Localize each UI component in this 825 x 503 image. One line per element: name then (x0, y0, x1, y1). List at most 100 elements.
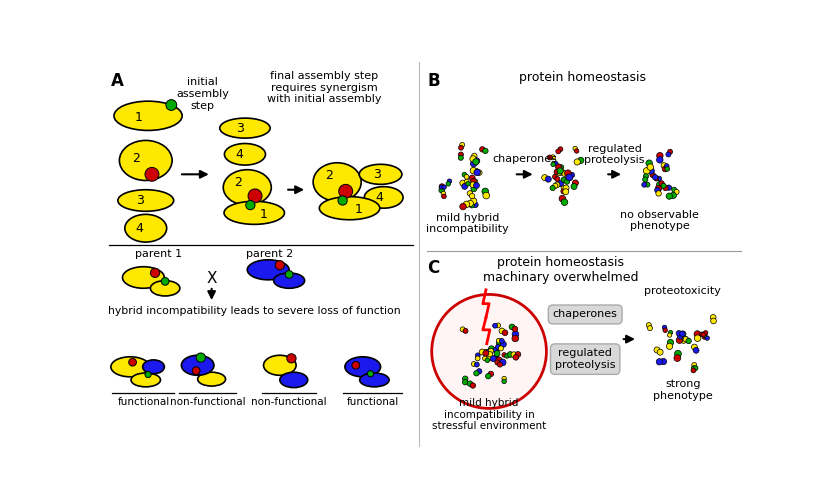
Circle shape (515, 352, 521, 357)
Circle shape (459, 152, 464, 157)
Circle shape (695, 335, 701, 342)
Circle shape (493, 323, 497, 328)
Circle shape (474, 169, 480, 176)
Circle shape (681, 337, 686, 344)
Circle shape (654, 177, 658, 181)
Text: C: C (427, 259, 440, 277)
Circle shape (691, 366, 696, 371)
Circle shape (667, 149, 672, 154)
Circle shape (488, 352, 493, 357)
Circle shape (661, 162, 667, 169)
Circle shape (166, 100, 177, 111)
Text: mild hybrid
incompatibility in
stressful environment: mild hybrid incompatibility in stressful… (432, 398, 546, 431)
Circle shape (458, 155, 464, 160)
Text: mild hybrid
incompatibility: mild hybrid incompatibility (426, 213, 509, 234)
Ellipse shape (263, 355, 296, 375)
Text: 4: 4 (376, 191, 384, 204)
Circle shape (474, 362, 479, 367)
Ellipse shape (224, 143, 266, 165)
Circle shape (502, 376, 507, 381)
Ellipse shape (319, 197, 380, 220)
Circle shape (647, 164, 653, 171)
Ellipse shape (360, 373, 389, 387)
Circle shape (648, 167, 654, 174)
Text: functional: functional (117, 397, 170, 407)
Circle shape (484, 352, 489, 357)
Circle shape (562, 171, 568, 177)
Circle shape (644, 167, 650, 174)
Ellipse shape (248, 260, 289, 280)
Circle shape (559, 195, 566, 202)
Circle shape (505, 354, 509, 358)
Circle shape (701, 332, 705, 337)
Text: parent 2: parent 2 (246, 249, 294, 260)
Circle shape (702, 333, 707, 338)
Ellipse shape (120, 140, 172, 181)
Circle shape (460, 203, 466, 210)
Text: 2: 2 (133, 152, 140, 165)
Circle shape (496, 323, 501, 328)
Text: 3: 3 (373, 168, 380, 181)
Circle shape (554, 161, 558, 166)
Text: final assembly step
requires synergism
with initial assembly: final assembly step requires synergism w… (266, 71, 381, 104)
Circle shape (463, 328, 468, 333)
Circle shape (475, 353, 480, 358)
Text: X: X (206, 271, 217, 286)
Circle shape (657, 182, 662, 188)
Ellipse shape (111, 357, 149, 377)
Circle shape (467, 191, 473, 196)
Circle shape (655, 188, 660, 193)
Circle shape (488, 349, 493, 354)
Circle shape (667, 185, 672, 190)
Ellipse shape (114, 101, 182, 130)
Circle shape (650, 172, 655, 178)
Ellipse shape (150, 281, 180, 296)
Circle shape (471, 186, 477, 192)
Circle shape (496, 357, 502, 363)
Circle shape (502, 330, 508, 336)
Ellipse shape (122, 267, 164, 288)
Circle shape (573, 180, 578, 186)
Circle shape (672, 187, 676, 192)
Circle shape (470, 167, 477, 174)
Text: chaperones: chaperones (493, 154, 557, 164)
Text: hybrid incompatibility leads to severe loss of function: hybrid incompatibility leads to severe l… (108, 306, 401, 315)
Text: A: A (111, 72, 124, 90)
Circle shape (666, 152, 671, 157)
Circle shape (470, 179, 477, 185)
Circle shape (674, 190, 679, 195)
Circle shape (667, 343, 672, 350)
Circle shape (691, 363, 697, 368)
Circle shape (469, 175, 475, 181)
Text: 3: 3 (135, 194, 144, 207)
Circle shape (686, 338, 691, 343)
Circle shape (660, 359, 667, 365)
Circle shape (439, 187, 445, 193)
Circle shape (498, 346, 503, 351)
Circle shape (462, 184, 468, 189)
Circle shape (662, 166, 668, 172)
Circle shape (656, 359, 662, 365)
Circle shape (150, 268, 160, 278)
Circle shape (467, 381, 473, 386)
Circle shape (339, 184, 352, 198)
Ellipse shape (274, 273, 304, 288)
Circle shape (442, 185, 446, 189)
Ellipse shape (431, 294, 546, 408)
Text: 1: 1 (355, 203, 363, 216)
Text: 4: 4 (236, 148, 243, 161)
Circle shape (512, 331, 519, 338)
Circle shape (446, 182, 450, 186)
Circle shape (439, 184, 445, 190)
Circle shape (486, 374, 491, 379)
Circle shape (474, 158, 480, 164)
Circle shape (473, 202, 478, 208)
Circle shape (558, 181, 563, 187)
Circle shape (486, 349, 493, 355)
Circle shape (441, 191, 446, 196)
Circle shape (561, 186, 567, 191)
Circle shape (662, 186, 668, 191)
Circle shape (352, 362, 360, 369)
Circle shape (512, 326, 518, 332)
Circle shape (662, 325, 667, 329)
